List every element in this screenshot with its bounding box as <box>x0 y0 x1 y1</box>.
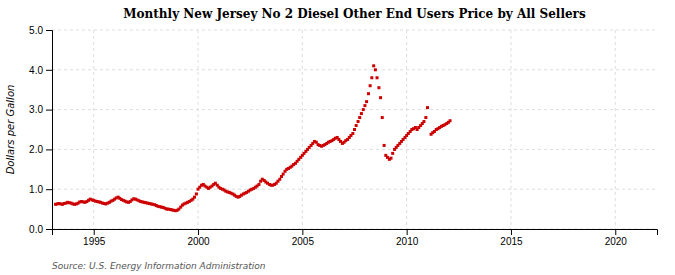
point <box>353 128 356 131</box>
y-tick: 3.0 <box>29 104 52 115</box>
point <box>376 76 379 79</box>
x-tick-label: 2010 <box>396 236 419 247</box>
x-tick: 2000 <box>187 229 210 247</box>
chart: 1995 2000 2005 2010 2015 2020 0.0 1.0 2.0 3.0 4.0 5… <box>0 0 675 275</box>
point <box>383 144 386 147</box>
point <box>372 64 375 67</box>
grid-line-y <box>52 69 657 70</box>
points <box>54 64 452 212</box>
grid-line-x <box>510 30 511 229</box>
x-tick-label: 2015 <box>500 236 523 247</box>
point <box>379 96 382 99</box>
y-tick-label: 2.0 <box>29 144 43 155</box>
point <box>422 120 425 123</box>
grid-line-y <box>52 149 657 150</box>
x-tick: 2005 <box>292 229 315 247</box>
point <box>360 112 363 115</box>
point <box>390 157 393 160</box>
grid-line-y <box>52 109 657 110</box>
y-tick: 5.0 <box>29 25 52 36</box>
point <box>363 104 366 107</box>
y-tick-label: 0.0 <box>29 224 43 235</box>
x-tick-mark <box>302 229 303 235</box>
point <box>355 124 358 127</box>
point <box>357 120 360 123</box>
grid-line-x <box>302 30 303 229</box>
x-tick-label: 2020 <box>605 236 628 247</box>
point <box>351 132 354 135</box>
point <box>391 152 394 155</box>
x-tick-mark <box>198 229 199 235</box>
point <box>424 116 427 119</box>
x-tick-mark <box>511 229 512 235</box>
y-axis: 0.0 1.0 2.0 3.0 4.0 5.0 <box>29 25 52 235</box>
grid <box>52 30 657 229</box>
y-tick-mark <box>46 30 52 31</box>
point <box>369 84 372 87</box>
grid-line-x <box>406 30 407 229</box>
grid-line-x <box>615 30 616 229</box>
point <box>449 119 452 122</box>
x-axis-line <box>53 230 658 236</box>
x-tick-label: 2005 <box>292 236 315 247</box>
point <box>282 173 285 176</box>
point <box>374 68 377 71</box>
x-tick: 2015 <box>500 229 523 247</box>
grid-line-x <box>93 30 94 229</box>
point <box>367 92 370 95</box>
title: Monthly New Jersey No 2 Diesel Other End… <box>123 7 586 21</box>
grid-line-y <box>52 30 657 31</box>
x-tick-label: 2000 <box>187 236 210 247</box>
x-tick-mark <box>615 229 616 235</box>
y-tick-mark <box>46 149 52 150</box>
y-tick: 1.0 <box>29 184 52 195</box>
y-tick-label: 3.0 <box>29 104 43 115</box>
plot: 1995 2000 2005 2010 2015 2020 0.0 1.0 2.0 3.0 4.0 5… <box>29 25 657 247</box>
point <box>426 106 429 109</box>
point <box>362 108 365 111</box>
x-tick: 2010 <box>396 229 419 247</box>
y-tick-label: 5.0 <box>29 25 43 36</box>
y-tick-label: 1.0 <box>29 184 43 195</box>
y-tick: 2.0 <box>29 144 52 155</box>
point <box>278 178 281 181</box>
point <box>193 196 196 199</box>
x-tick: 2020 <box>605 229 628 247</box>
point <box>358 116 361 119</box>
point <box>377 86 380 89</box>
y-tick: 4.0 <box>29 65 52 76</box>
point <box>370 76 373 79</box>
point <box>257 183 260 186</box>
x-axis: 1995 2000 2005 2010 2015 2020 <box>53 229 658 247</box>
x-tick-mark <box>94 229 95 235</box>
x-tick: 1995 <box>83 229 106 247</box>
grid-line-y <box>52 189 657 190</box>
x-tick-label: 1995 <box>83 236 106 247</box>
y-tick-label: 4.0 <box>29 65 43 76</box>
grid-line-x <box>198 30 199 229</box>
y-tick-mark <box>46 110 52 111</box>
x-tick-mark <box>407 229 408 235</box>
y-tick-mark <box>46 70 52 71</box>
point <box>195 192 198 195</box>
y-tick-mark <box>46 229 52 230</box>
y-tick: 0.0 <box>29 224 52 235</box>
y-axis-title: Dollars per Gallon <box>5 85 16 175</box>
point <box>381 116 384 119</box>
y-axis-line <box>46 31 53 230</box>
source: Source: U.S. Energy Information Administ… <box>52 261 266 271</box>
point <box>365 100 368 103</box>
y-tick-mark <box>46 189 52 190</box>
